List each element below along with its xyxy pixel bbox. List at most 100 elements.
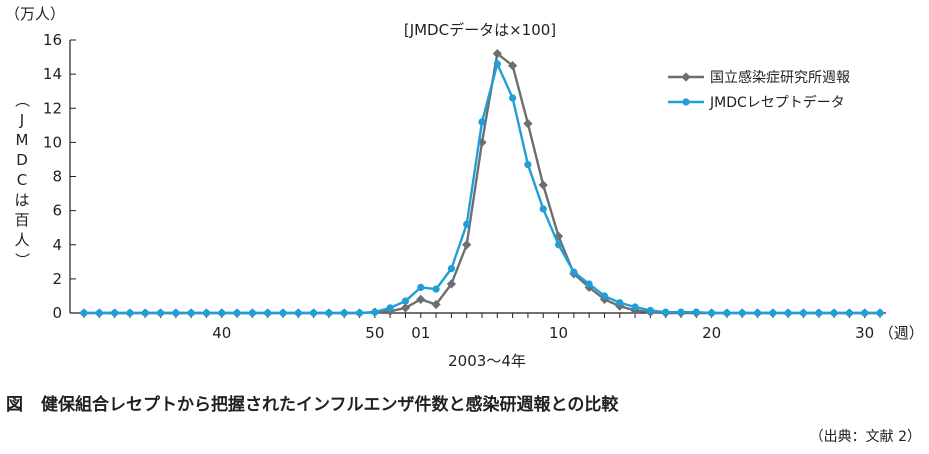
data-point <box>310 309 318 317</box>
data-point <box>279 309 287 317</box>
data-point <box>95 309 103 317</box>
y-secondary-label-char: ） <box>13 252 31 267</box>
y-secondary-label-char: 百 <box>14 211 29 229</box>
data-point <box>400 303 411 313</box>
y-tick-label: 10 <box>43 133 62 151</box>
data-point <box>432 285 440 293</box>
y-tick-label: 12 <box>43 99 62 117</box>
data-point <box>876 309 884 317</box>
data-point <box>80 309 88 317</box>
data-point <box>769 309 777 317</box>
data-point <box>585 280 593 288</box>
data-point <box>861 309 869 317</box>
x-tick-label: 30 <box>855 324 874 342</box>
x-axis-unit-label: （週） <box>879 324 924 342</box>
data-point <box>355 309 364 317</box>
y-secondary-label-char: D <box>16 151 28 169</box>
data-point <box>570 268 578 276</box>
data-point <box>371 308 379 316</box>
x-tick-label: 01 <box>411 324 430 342</box>
data-point <box>815 309 823 317</box>
data-point <box>218 309 226 317</box>
data-point <box>462 240 472 250</box>
data-point <box>539 205 547 213</box>
y-secondary-label-char: M <box>16 131 29 149</box>
legend-marker <box>681 72 691 82</box>
data-point <box>554 241 563 249</box>
y-tick-label: 2 <box>52 270 62 288</box>
legend-label: JMDCレセプトデータ <box>709 94 845 111</box>
x-tick-label: 40 <box>212 324 231 342</box>
x-tick-label: 20 <box>702 324 721 342</box>
x-tick-label: 10 <box>549 324 568 342</box>
data-point <box>662 308 670 316</box>
data-point <box>799 309 808 317</box>
data-point <box>401 297 410 305</box>
data-point <box>616 299 624 307</box>
legend-marker <box>682 98 690 106</box>
data-point <box>172 309 180 317</box>
data-point <box>386 304 394 312</box>
data-point <box>692 308 700 316</box>
data-point <box>233 309 241 317</box>
data-point <box>845 309 853 317</box>
data-point <box>830 309 838 317</box>
series-line <box>84 52 880 315</box>
chart: 0 2 4 6 8 10 12 14 16 40 50 01 10 20 30 （週） [JMDCデータは×1… <box>5 5 924 370</box>
data-point <box>141 309 149 317</box>
data-point <box>723 309 731 317</box>
data-point <box>325 309 333 317</box>
annotation-note: [JMDCデータは×100] <box>404 21 556 39</box>
data-point <box>784 309 792 317</box>
y-secondary-label-char: は <box>14 191 29 209</box>
figure-caption: 図健保組合レセプトから把握されたインフルエンザ件数と感染研週報との比較 <box>6 390 618 415</box>
y-secondary-label-char: 人 <box>14 231 29 249</box>
data-point <box>708 309 716 317</box>
data-point <box>447 265 455 273</box>
y-secondary-label-char: C <box>17 171 27 189</box>
y-tick-label: 14 <box>43 65 62 83</box>
data-point <box>111 309 119 317</box>
series-layer <box>79 49 885 318</box>
y-tick-label: 0 <box>52 304 62 322</box>
data-point <box>478 118 486 126</box>
data-point <box>248 309 256 317</box>
series-2 <box>80 60 884 317</box>
series-1 <box>79 49 885 318</box>
data-point <box>463 220 471 228</box>
data-point <box>340 309 348 317</box>
data-point <box>753 309 762 317</box>
data-point <box>677 308 685 316</box>
data-point <box>508 60 518 71</box>
data-point <box>156 309 165 317</box>
y-tick-label: 6 <box>52 202 62 220</box>
data-point <box>294 309 302 317</box>
data-point <box>417 283 425 292</box>
y-secondary-label-char: J <box>19 111 24 129</box>
data-point <box>431 299 441 310</box>
x-tick-label: 50 <box>365 324 384 342</box>
figure-title: 健保組合レセプトから把握されたインフルエンザ件数と感染研週報との比較 <box>41 395 619 415</box>
y-tick-label: 8 <box>52 168 62 186</box>
data-point <box>523 119 533 129</box>
data-point <box>509 94 517 102</box>
tick-group: 0 2 4 6 8 10 12 14 16 40 50 01 10 20 30 （週） <box>43 31 924 342</box>
data-point <box>264 309 272 317</box>
data-point <box>646 306 654 315</box>
data-point <box>538 180 548 190</box>
data-point <box>631 303 639 311</box>
data-point <box>202 309 211 317</box>
source-note: （出典：文献 2） <box>809 429 921 445</box>
data-point <box>738 309 746 317</box>
y-tick-label: 16 <box>43 31 62 49</box>
data-point <box>126 309 134 317</box>
data-point <box>492 49 502 59</box>
data-point <box>493 60 501 68</box>
y-secondary-label-char: （ <box>13 92 31 107</box>
y-tick-label: 4 <box>52 236 62 254</box>
data-point <box>524 160 532 169</box>
figure-label: 図 <box>6 395 23 415</box>
legend-label: 国立感染症研究所週報 <box>710 69 850 86</box>
y-axis-unit-label: （万人） <box>5 5 65 23</box>
